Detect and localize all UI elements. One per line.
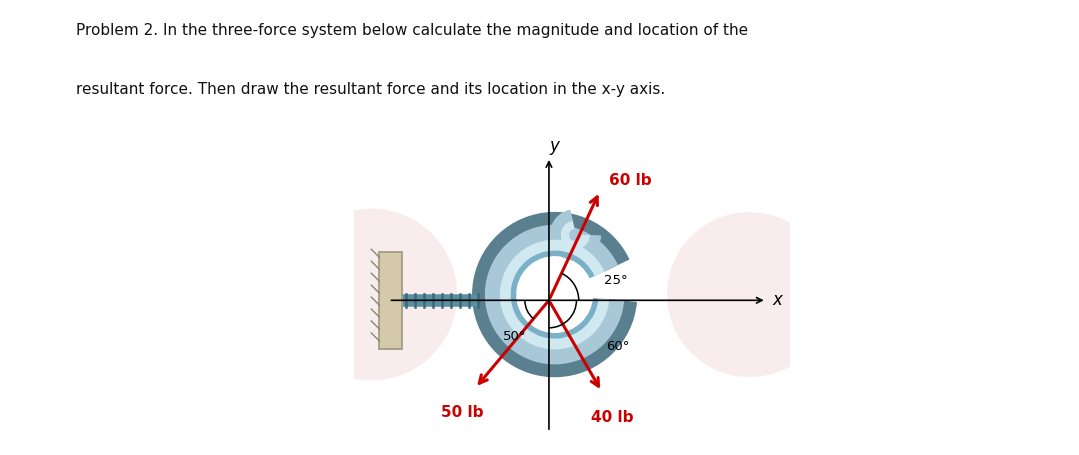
- Bar: [380, 252, 402, 349]
- Circle shape: [285, 209, 457, 380]
- Text: x: x: [773, 291, 782, 309]
- Text: 25°: 25°: [604, 274, 628, 287]
- Text: y: y: [549, 137, 560, 155]
- Text: 50°: 50°: [503, 330, 527, 343]
- Text: 50 lb: 50 lb: [441, 405, 483, 420]
- Text: 60°: 60°: [606, 339, 630, 353]
- Text: 60 lb: 60 lb: [610, 173, 652, 188]
- Circle shape: [667, 212, 832, 377]
- Text: resultant force. Then draw the resultant force and its location in the x-y axis.: resultant force. Then draw the resultant…: [76, 82, 665, 97]
- Text: Problem 2. In the three-force system below calculate the magnitude and location : Problem 2. In the three-force system bel…: [76, 23, 748, 38]
- Text: 40 lb: 40 lb: [590, 410, 633, 425]
